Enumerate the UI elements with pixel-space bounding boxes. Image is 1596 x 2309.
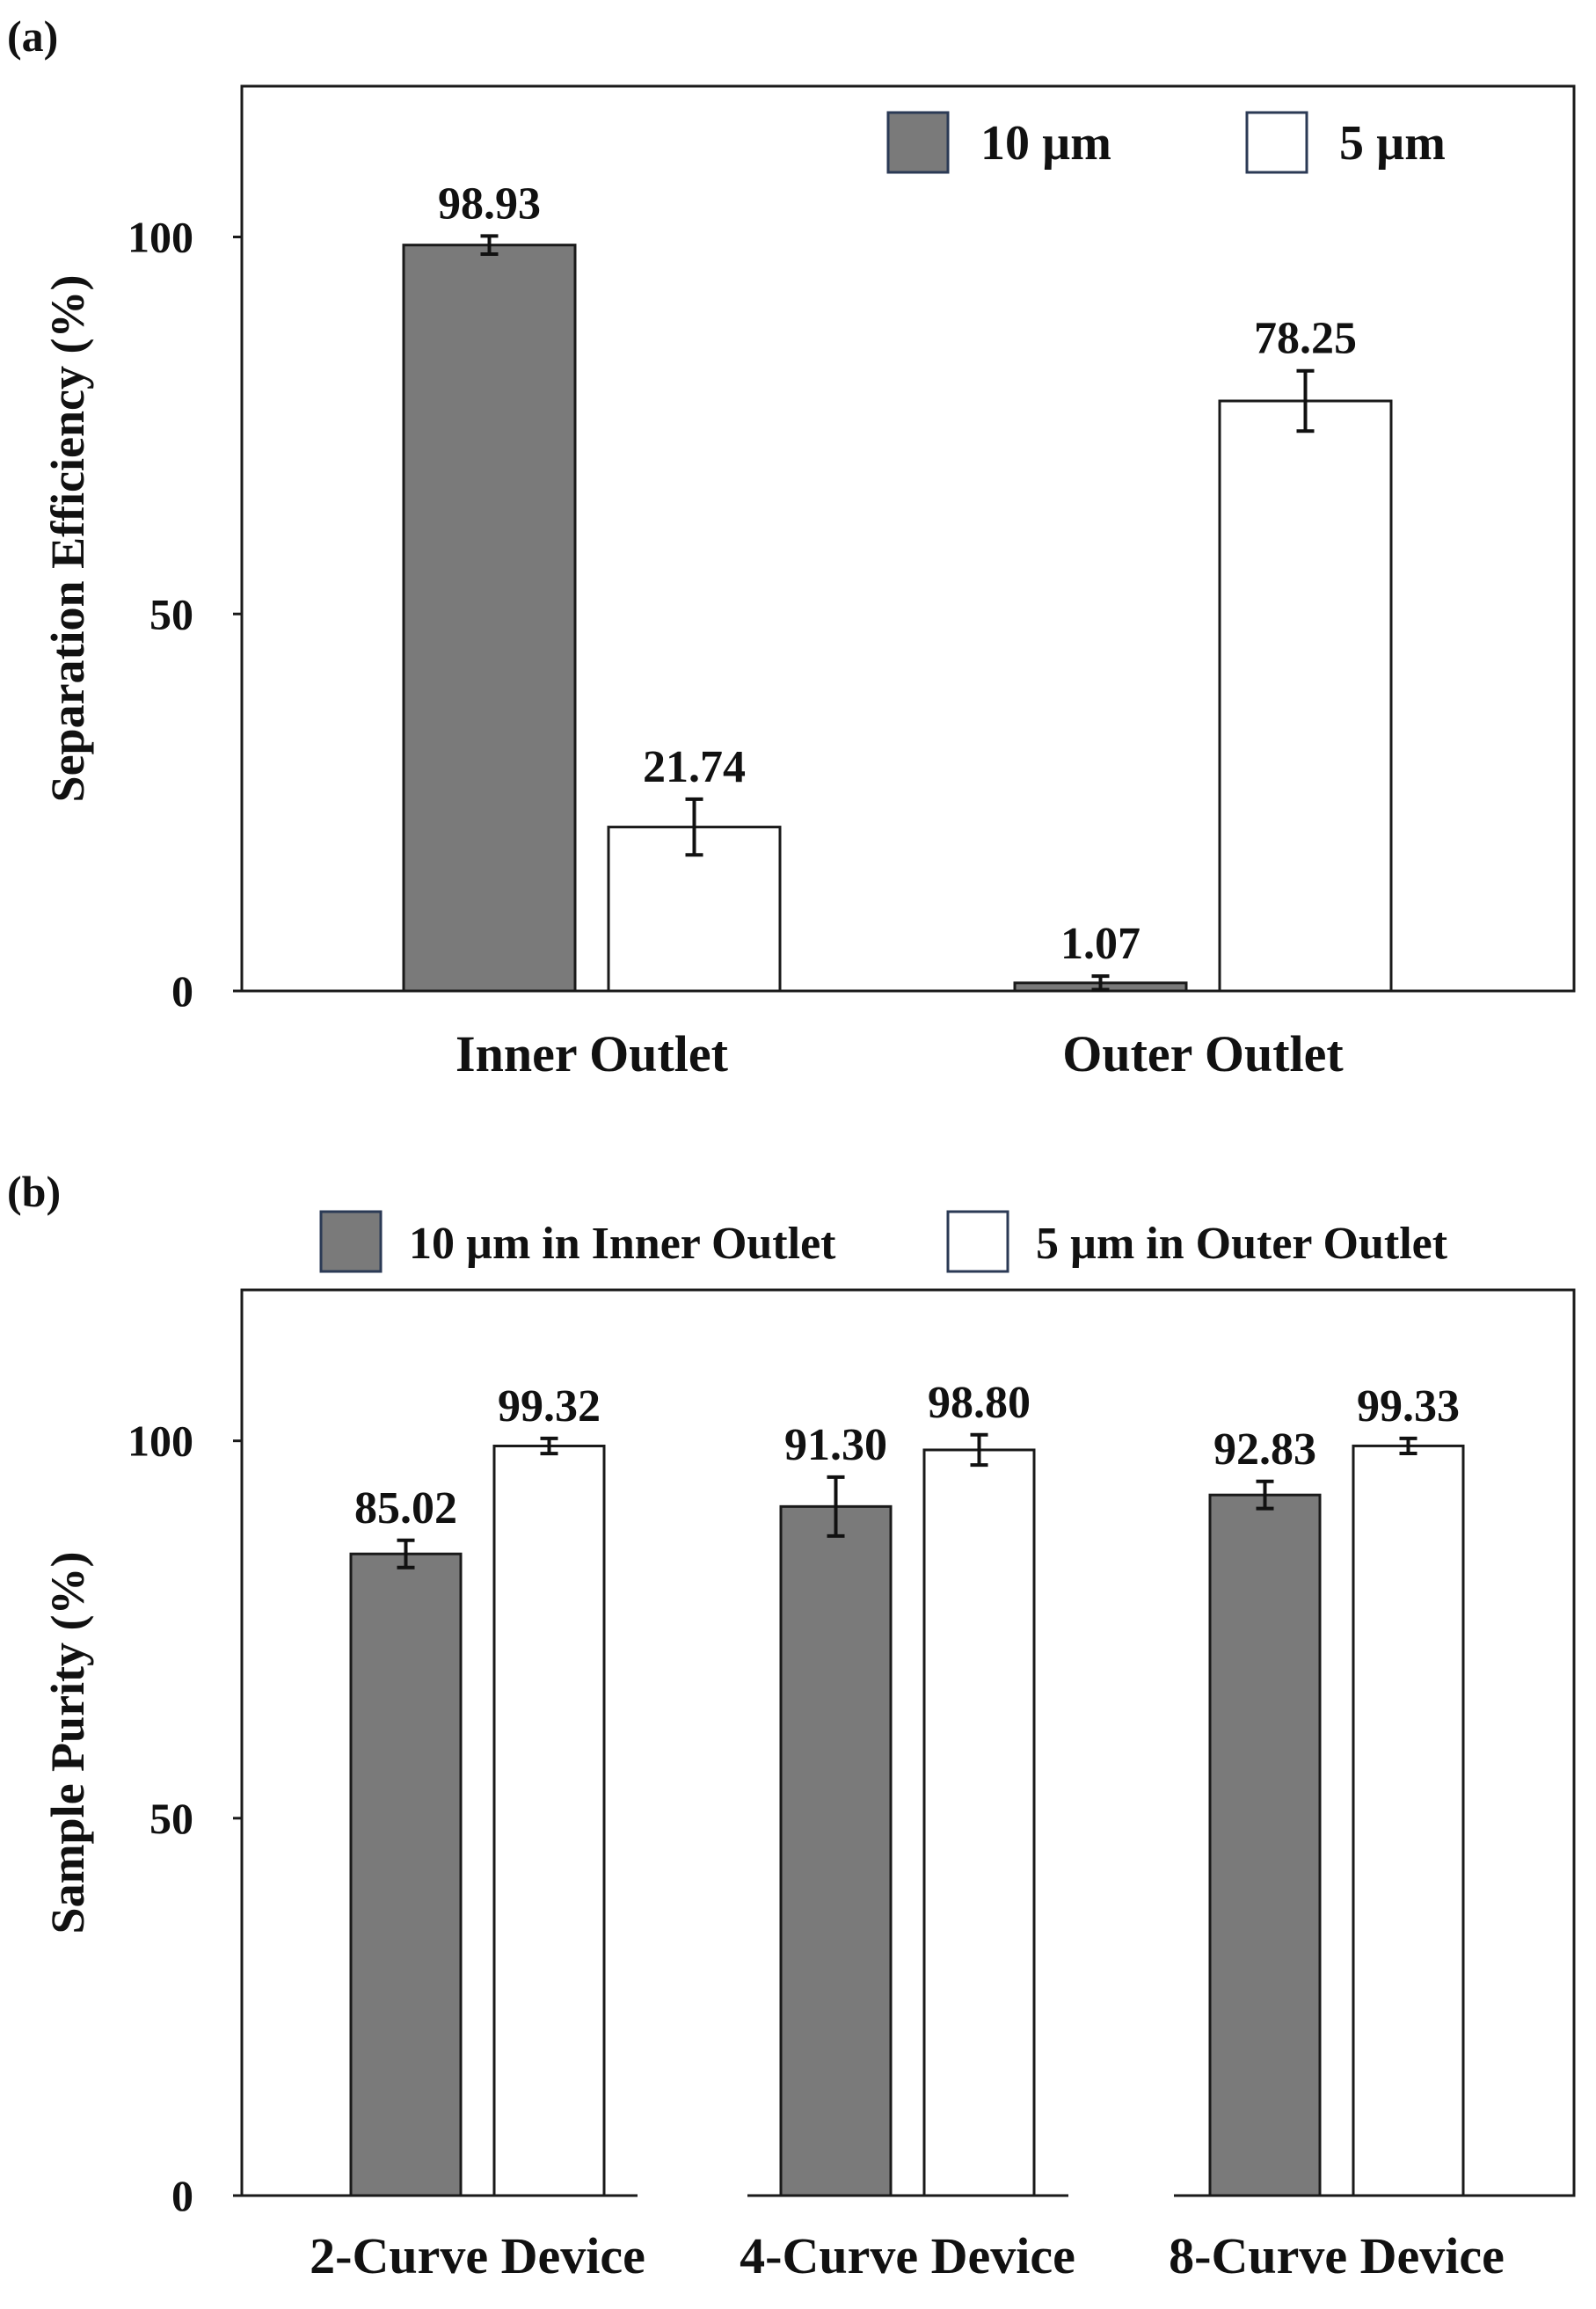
bar-4-curve-device-series-2	[922, 1448, 1036, 2197]
x-category-label: 4-Curve Device	[740, 2227, 1075, 2284]
data-label: 1.07	[1060, 919, 1141, 969]
legend-swatch-1	[319, 1210, 383, 1273]
x-category-label: 2-Curve Device	[310, 2227, 645, 2284]
y-tick-label: 0	[171, 2171, 193, 2220]
legend-swatch-2	[946, 1210, 1009, 1273]
data-label: 92.83	[1213, 1424, 1316, 1475]
bar-inner-outlet-series-1	[402, 244, 577, 993]
y-tick-label: 0	[171, 966, 193, 1016]
x-category-label: Outer Outlet	[1062, 1025, 1344, 1082]
data-label: 91.30	[784, 1420, 887, 1470]
data-label: 85.02	[354, 1483, 457, 1533]
y-axis-title: Separation Efficiency (%)	[41, 275, 94, 803]
x-category-label: Inner Outlet	[455, 1025, 729, 1082]
data-label: 21.74	[643, 742, 746, 792]
legend-swatch-1	[886, 111, 950, 174]
legend-label-2: 5 µm in Outer Outlet	[1036, 1219, 1448, 1269]
bar-8-curve-device-series-1	[1208, 1493, 1322, 2197]
panel-b: (b) 0 50 100 Sample Purity (%) 85.02 99.32 2-Cu…	[7, 1167, 1576, 2284]
legend-label-2: 5 µm	[1339, 116, 1446, 171]
legend-swatch-2	[1245, 111, 1308, 174]
data-label: 98.80	[928, 1378, 1031, 1428]
plot-frame	[240, 1288, 1576, 2197]
y-tick-label: 50	[149, 1794, 193, 1843]
plot-frame	[240, 84, 1576, 993]
bar-outer-outlet-series-2	[1218, 399, 1393, 993]
data-label: 98.93	[438, 178, 541, 229]
data-label: 78.25	[1254, 314, 1357, 364]
legend-label-1: 10 µm	[980, 116, 1111, 171]
y-axis-title: Sample Purity (%)	[41, 1552, 94, 1934]
bar-2-curve-device-series-2	[492, 1445, 606, 2197]
y-tick-label: 100	[128, 1417, 193, 1466]
panel-label: (a)	[7, 11, 58, 61]
legend-label-1: 10 µm in Inner Outlet	[409, 1219, 836, 1269]
panel-a: (a) 0 50 100 Separation Efficiency (%) 98.93 2…	[7, 11, 1576, 1082]
bar-2-curve-device-series-1	[349, 1552, 463, 2197]
y-tick-label: 100	[128, 213, 193, 262]
y-tick-label: 50	[149, 589, 193, 638]
data-label: 99.33	[1357, 1381, 1460, 1431]
panel-label: (b)	[7, 1167, 61, 1216]
bar-8-curve-device-series-2	[1352, 1444, 1465, 2197]
data-label: 99.32	[498, 1381, 601, 1431]
x-category-label: 8-Curve Device	[1169, 2227, 1505, 2284]
bar-4-curve-device-series-1	[779, 1504, 893, 2197]
